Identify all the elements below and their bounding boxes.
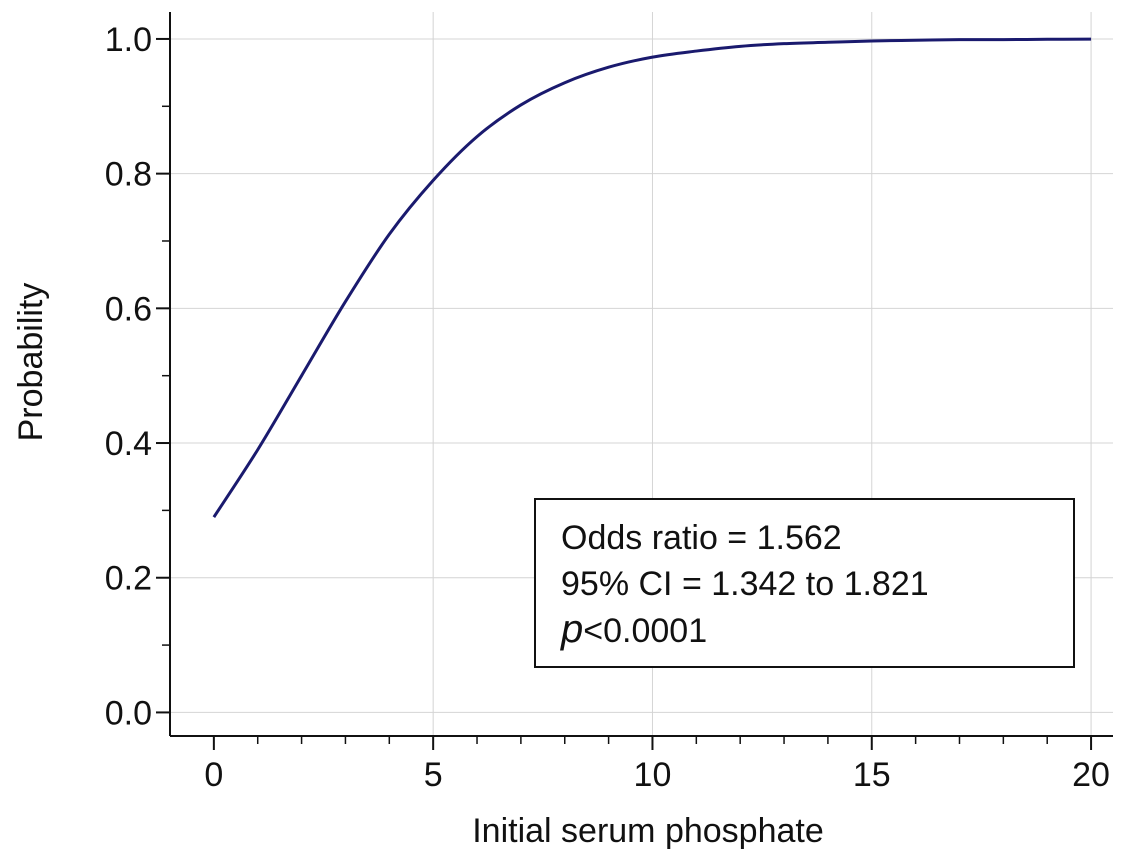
x-tick-label: 20 <box>1072 756 1110 794</box>
legend-frame <box>534 498 1075 668</box>
p-symbol: p <box>560 607 583 651</box>
p-value: <0.0001 <box>583 612 707 650</box>
y-tick-label: 0.4 <box>105 425 152 463</box>
probability-curve <box>212 37 1092 518</box>
p-value-text: p<0.0001 <box>560 607 707 651</box>
x-tick-label: 10 <box>634 756 672 794</box>
y-axis-title: Probability <box>12 283 50 442</box>
x-tick-label: 5 <box>424 756 443 794</box>
confidence-interval-text: 95% CI = 1.342 to 1.821 <box>561 565 929 603</box>
stats-legend-box: Odds ratio = 1.562 95% CI = 1.342 to 1.8… <box>534 498 1075 668</box>
y-tick-label: 0.6 <box>105 290 152 328</box>
x-tick-labels: 0 5 10 15 20 <box>204 756 1110 794</box>
axes <box>169 12 1113 737</box>
y-tick-label: 0.2 <box>105 560 152 598</box>
x-axis-title: Initial serum phosphate <box>472 812 824 850</box>
y-tick-label: 0.0 <box>105 694 152 732</box>
x-tick-label: 0 <box>204 756 223 794</box>
tick-marks <box>156 37 1093 750</box>
odds-ratio-text: Odds ratio = 1.562 <box>561 519 842 557</box>
y-tick-label: 1.0 <box>105 21 152 59</box>
y-tick-labels: 0.0 0.2 0.4 0.6 0.8 1.0 <box>105 21 152 732</box>
x-tick-label: 15 <box>853 756 891 794</box>
y-tick-label: 0.8 <box>105 156 152 194</box>
